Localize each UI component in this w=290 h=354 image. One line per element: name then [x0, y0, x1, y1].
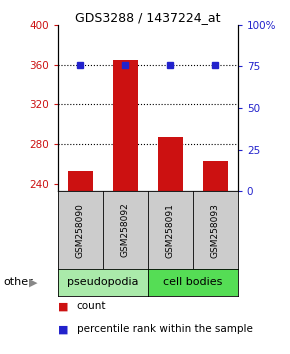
- Bar: [203, 161, 228, 191]
- Text: GSM258091: GSM258091: [166, 202, 175, 258]
- Bar: [158, 137, 183, 191]
- Bar: [68, 171, 93, 191]
- Text: GSM258093: GSM258093: [211, 202, 220, 258]
- Text: GSM258090: GSM258090: [76, 202, 85, 258]
- Text: ■: ■: [58, 324, 68, 334]
- Title: GDS3288 / 1437224_at: GDS3288 / 1437224_at: [75, 11, 221, 24]
- Text: count: count: [77, 301, 106, 311]
- Text: pseudopodia: pseudopodia: [67, 277, 139, 287]
- Text: GSM258092: GSM258092: [121, 203, 130, 257]
- Text: cell bodies: cell bodies: [163, 277, 222, 287]
- Bar: [113, 60, 138, 191]
- Text: percentile rank within the sample: percentile rank within the sample: [77, 324, 253, 334]
- Text: ▶: ▶: [29, 277, 38, 287]
- Text: ■: ■: [58, 301, 68, 311]
- Text: other: other: [3, 277, 33, 287]
